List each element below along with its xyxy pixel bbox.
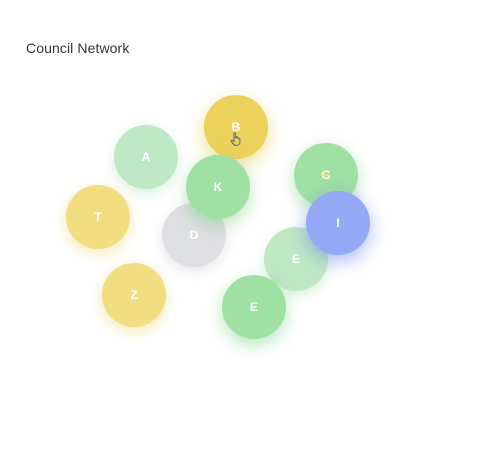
node-label: E [291, 252, 300, 266]
node-k[interactable]: K [186, 155, 250, 219]
hand-pointer-icon [230, 132, 241, 146]
node-label: I [336, 216, 340, 230]
node-label: B [231, 120, 241, 134]
node-b[interactable]: B [204, 95, 268, 159]
node-t[interactable]: T [66, 185, 130, 249]
node-z[interactable]: Z [102, 263, 166, 327]
sparkle-icon [319, 169, 331, 181]
node-label: A [141, 150, 151, 164]
node-label: E [249, 300, 258, 314]
node-a[interactable]: A [114, 125, 178, 189]
node-e2[interactable]: E [222, 275, 286, 339]
node-d[interactable]: D [162, 203, 226, 267]
node-i[interactable]: I [306, 191, 370, 255]
page-title: Council Network [26, 40, 130, 56]
node-label: K [213, 180, 223, 194]
node-label: T [94, 210, 102, 224]
node-label: Z [130, 288, 138, 302]
node-label: D [189, 228, 199, 242]
